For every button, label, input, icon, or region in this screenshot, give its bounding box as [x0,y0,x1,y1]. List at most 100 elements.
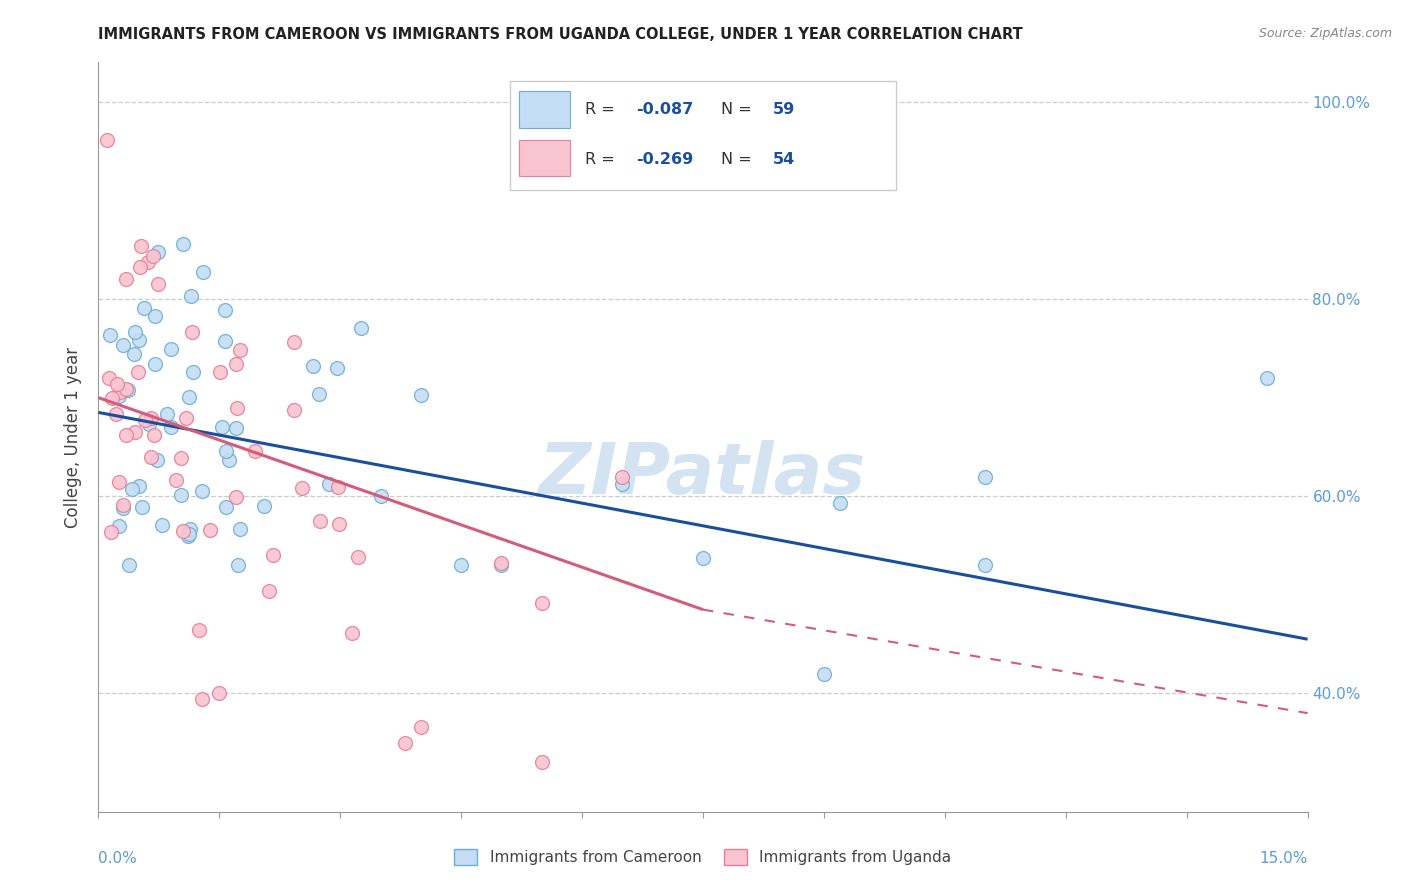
Point [350,321,373,335]
Point [530,596,553,610]
Point [100,328,122,343]
Text: N =: N = [721,103,756,117]
Point [146,244,169,259]
Point [612,469,634,483]
Point [283,403,305,417]
Point [128,479,150,493]
Point [159,342,181,356]
Point [214,500,236,514]
Point [169,450,191,465]
FancyBboxPatch shape [509,81,897,190]
Point [115,382,138,396]
Point [141,450,163,464]
Point [226,558,249,573]
Point [124,425,146,439]
Point [328,516,350,531]
Text: 54: 54 [773,153,796,168]
Point [121,482,143,496]
Point [370,489,392,503]
Point [122,346,145,360]
Point [450,558,472,573]
Point [214,334,236,349]
Point [165,473,187,487]
Point [813,666,835,681]
Point [172,237,194,252]
Point [108,389,131,403]
Point [129,260,152,274]
Text: Source: ZipAtlas.com: Source: ZipAtlas.com [1258,27,1392,40]
Point [112,498,135,512]
Point [257,584,280,599]
Point [108,385,131,400]
Point [1256,371,1278,385]
Point [308,387,330,401]
Point [228,343,250,358]
Point [211,420,233,434]
Point [229,522,252,536]
Point [530,756,553,770]
Point [225,357,247,371]
Point [181,325,204,339]
Point [226,401,249,415]
Point [150,517,173,532]
Text: -0.087: -0.087 [637,103,693,117]
Point [141,411,163,425]
Point [132,301,155,315]
Point [191,265,214,279]
FancyBboxPatch shape [519,91,569,128]
Point [215,443,238,458]
Point [328,480,350,494]
FancyBboxPatch shape [519,140,569,177]
Point [127,365,149,379]
Point [190,692,212,706]
Text: R =: R = [585,103,620,117]
Text: N =: N = [721,153,756,168]
Point [214,302,236,317]
Point [309,514,332,528]
Point [190,483,212,498]
Point [179,527,201,541]
Point [291,481,314,495]
Point [145,357,167,371]
Point [128,334,150,348]
Point [340,626,363,640]
Point [117,384,139,398]
Text: R =: R = [585,153,620,168]
Point [108,518,131,533]
Point [179,390,201,404]
Text: 59: 59 [773,103,796,117]
Point [692,551,714,566]
Point [105,376,128,391]
Point [143,427,166,442]
Point [172,524,194,539]
Point [156,407,179,421]
Point [138,417,160,432]
Point [118,558,141,573]
Point [124,326,146,340]
Point [326,361,349,376]
Point [96,133,118,147]
Point [98,371,121,385]
Point [134,413,156,427]
Point [491,556,513,570]
Point [283,335,305,350]
Point [112,337,135,351]
Point [225,421,247,435]
Point [243,443,266,458]
Point [105,407,128,421]
Point [174,411,197,425]
Point [218,452,240,467]
Point [394,736,416,750]
Point [198,523,221,537]
Point [253,499,276,513]
Point [828,496,851,510]
Point [177,529,200,543]
Point [180,289,202,303]
Point [129,239,152,253]
Point [114,272,136,286]
Point [136,255,159,269]
Point [302,359,325,373]
Point [974,558,997,573]
Point [145,309,167,323]
Point [262,548,284,562]
